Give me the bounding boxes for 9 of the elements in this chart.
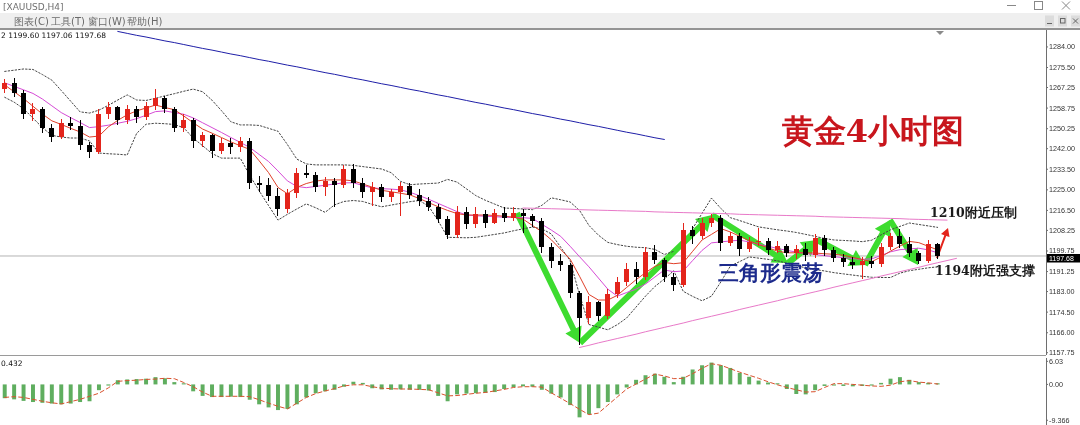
text: 黄金4小时图 bbox=[781, 112, 965, 150]
annotation: 三角形震荡 bbox=[718, 259, 823, 285]
annotation: 1194附近强支撑 bbox=[935, 262, 1035, 278]
text: [XAUUSD,H4] bbox=[3, 1, 64, 12]
annotation: 1210附近压制 bbox=[930, 204, 1017, 220]
text: 窗口(W) bbox=[88, 15, 126, 27]
text: 工具(T) bbox=[51, 15, 86, 27]
text: 图表(C) bbox=[14, 15, 49, 27]
text: 帮助(H) bbox=[127, 15, 163, 27]
